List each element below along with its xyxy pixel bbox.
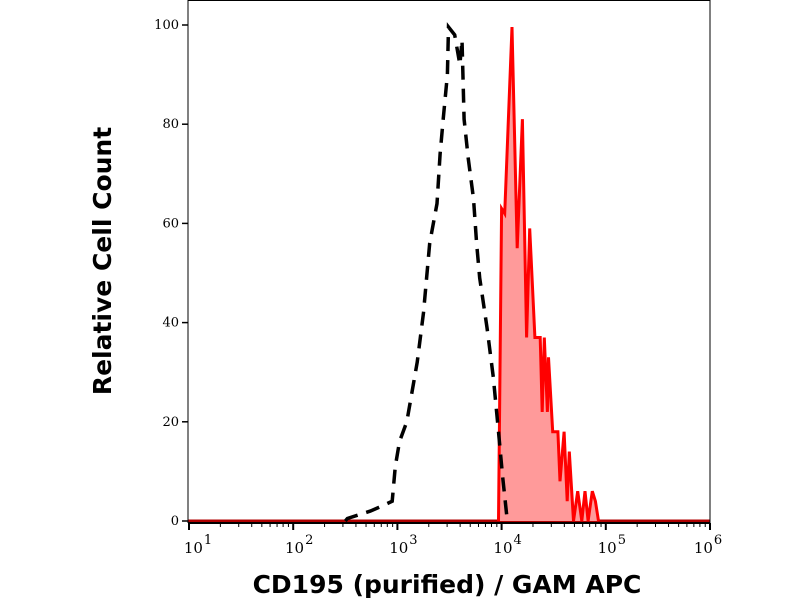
x-tick-label: 106	[694, 533, 722, 557]
y-tick-label: 60	[162, 216, 179, 231]
y-tick-label: 20	[162, 415, 179, 430]
x-tick-label: 103	[389, 533, 417, 557]
y-tick-label: 40	[162, 316, 179, 331]
control-series-line	[343, 22, 514, 523]
axes: 0 20 40 60 80 100 101 102 103 104 105 106	[154, 0, 722, 557]
x-tick-label: 104	[493, 533, 521, 557]
plot-area	[188, 22, 710, 523]
x-tick-label: 101	[184, 533, 212, 557]
y-axis-label: Relative Cell Count	[88, 127, 117, 395]
x-tick-label: 102	[285, 533, 313, 557]
stained-series-line	[497, 26, 600, 522]
y-tick-label: 80	[162, 117, 179, 132]
x-axis-label: CD195 (purified) / GAM APC	[253, 570, 642, 599]
x-tick-label: 105	[598, 533, 626, 557]
y-tick-label: 100	[154, 18, 179, 33]
stained-series-fill	[498, 27, 599, 521]
y-tick-label: 0	[171, 514, 179, 529]
